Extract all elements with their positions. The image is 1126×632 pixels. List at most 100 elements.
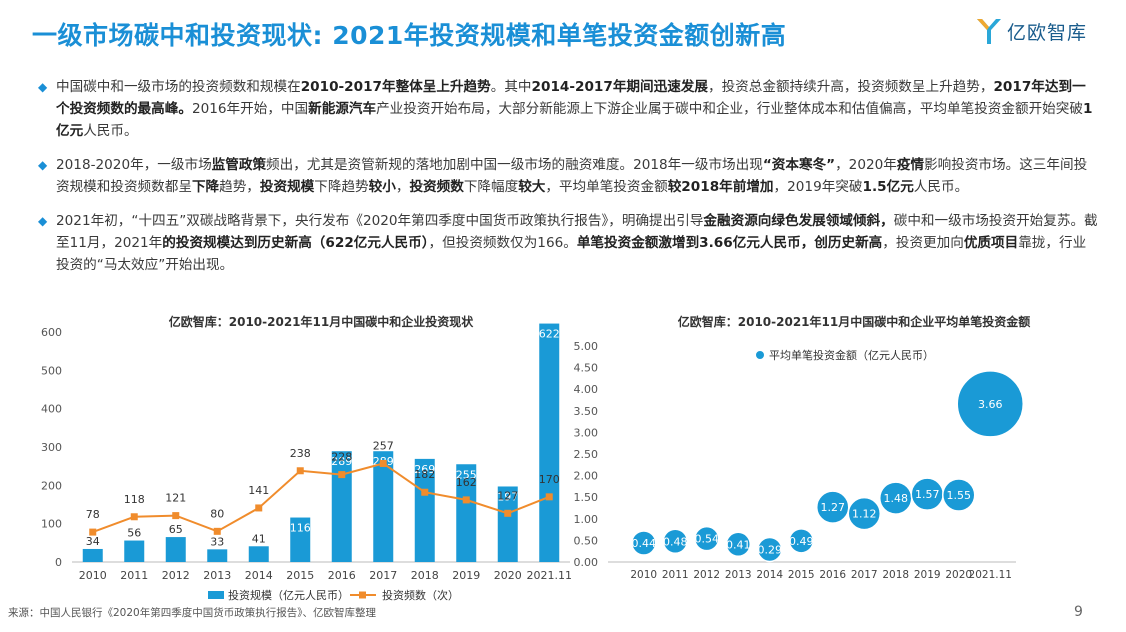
line-marker (130, 513, 138, 521)
bullet-text: 2018-2020年，一级市场监管政策频出，尤其是资管新规的落地加剧中国一级市场… (56, 157, 1087, 195)
bullet-run: “资本寒冬” (762, 157, 836, 173)
bullet-run: 2018-2020年，一级市场 (56, 157, 212, 173)
bullet-run: 监管政策 (211, 157, 267, 173)
bullet-run: 。其中 (490, 79, 532, 95)
bullet-run: 下降趋势 (314, 179, 369, 195)
line-marker (504, 509, 512, 517)
x-tick-label: 2013 (203, 569, 231, 582)
x-tick-label: 2012 (162, 569, 190, 582)
y-tick-label: 0 (55, 556, 62, 569)
bullet-run: 2016年开始，中国 (191, 101, 309, 117)
bullet-run: 较2018年前增加 (667, 179, 774, 195)
y-tick-label: 400 (41, 403, 62, 416)
bar (207, 549, 228, 562)
bubble-point (757, 536, 783, 563)
line-value-label: 238 (290, 447, 311, 460)
bullet-list: ◆ 中国碳中和一级市场的投资频数和规模在2010-2017年整体呈上升趋势。其中… (38, 76, 1098, 288)
bullet-run: 趋势， (219, 179, 260, 195)
bar (497, 486, 518, 562)
bar (456, 464, 477, 562)
bullet-run: 2014-2017年期间迅速发展 (531, 79, 708, 95)
x-tick-label: 2017 (851, 569, 878, 581)
logo-text: 亿欧智库 (1007, 21, 1088, 44)
bubble-value-label: 1.48 (884, 492, 909, 505)
bar (165, 537, 186, 562)
bullet-text: 中国碳中和一级市场的投资频数和规模在2010-2017年整体呈上升趋势。其中20… (56, 79, 1092, 139)
bar-value-label: 269 (414, 463, 435, 476)
bullet-run: 1.5亿元 (862, 179, 914, 195)
bullet-run: 下降 (191, 179, 220, 195)
line-series (92, 462, 550, 534)
bar (414, 458, 435, 562)
x-tick-label: 2017 (369, 569, 397, 582)
line-value-label: 118 (124, 493, 145, 506)
bullet-run: ，投资总金额持续升高，投资频数呈上升趋势， (708, 79, 994, 95)
bullet-run: ，2019年突破 (773, 179, 863, 195)
avg-investment-chart: 亿欧智库：2010-2021年11月中国碳中和企业平均单笔投资金额 0.00 0.5… (568, 306, 1088, 600)
bar-value-label: 116 (290, 522, 311, 535)
bullet-run: ，2020年 (835, 157, 897, 173)
y-tick-label: 1.50 (574, 491, 599, 504)
bubble-point (725, 531, 751, 558)
bubble-value-label: 0.49 (789, 535, 814, 548)
x-tick-label: 2010 (79, 569, 107, 582)
y-tick-label: 600 (41, 326, 62, 339)
diamond-bullet-icon: ◆ (38, 214, 48, 228)
bubble-value-label: 1.55 (947, 489, 972, 502)
x-tick-label: 2015 (286, 569, 314, 582)
bar-value-label: 197 (497, 490, 518, 503)
bullet-run: 金融资源向绿色发展领域倾斜， (703, 213, 894, 229)
bubble-point (847, 496, 881, 531)
line-value-label: 170 (539, 473, 560, 486)
line-marker (462, 496, 470, 504)
bubble-value-label: 3.66 (978, 398, 1003, 411)
legend-swatch (756, 351, 764, 359)
bullet-run: ， (395, 179, 410, 195)
x-tick-label: 2016 (819, 569, 846, 581)
bullet-run: 产业投资开始布局，大部分新能源上下游企业属于碳中和企业，行业整体成本和估值偏高，… (376, 101, 1083, 117)
bubble-point (631, 530, 657, 556)
line-marker (421, 488, 429, 496)
bullet-run: 投资规模 (259, 179, 315, 195)
bullet-run: 影响投资市场。这三年间投资规模和投资频数都呈 (56, 157, 1088, 195)
bar (373, 451, 394, 562)
bar-value-label: 65 (169, 523, 183, 536)
x-tick-label: 2013 (725, 569, 752, 581)
bar (539, 323, 560, 562)
bubble-point (956, 370, 1024, 438)
investment-chart-svg: 亿欧智库：2010-2021年11月中国碳中和企业投资现状 0 100 200 300 4… (41, 314, 572, 602)
line-value-label: 228 (331, 451, 352, 464)
y-tick-label: 100 (41, 518, 62, 531)
bullet-run: 较小 (368, 179, 396, 195)
line-marker (255, 504, 263, 512)
bubble-point (662, 528, 688, 555)
bullet-item: ◆ 中国碳中和一级市场的投资频数和规模在2010-2017年整体呈上升趋势。其中… (38, 76, 1098, 142)
y-tick-label: 200 (41, 479, 62, 492)
bar-value-label: 289 (331, 455, 352, 468)
bullet-run: ，但投资频数仅为166。 (428, 235, 577, 251)
line-value-label: 127 (497, 489, 518, 502)
legend-bar-label: 投资规模（亿元人民币） (228, 588, 349, 602)
bubble-value-label: 1.27 (821, 501, 846, 514)
diamond-bullet-icon: ◆ (38, 80, 48, 94)
x-tick-label: 2021.11 (969, 569, 1012, 581)
line-value-label: 121 (165, 492, 186, 505)
x-tick-label: 2019 (452, 569, 480, 582)
line-value-label: 78 (86, 508, 100, 521)
line-marker (545, 493, 553, 501)
bar-value-label: 622 (539, 328, 560, 341)
bubble-point (694, 525, 720, 552)
bullet-run: 2021年初，“十四五”双碳战略背景下，央行发布《2020年第四季度中国货币政策… (56, 213, 704, 229)
bubble-value-label: 0.48 (663, 535, 688, 548)
bubble-value-label: 0.29 (758, 543, 783, 556)
bullet-run: 下降幅度 (463, 179, 519, 195)
x-tick-label: 2019 (914, 569, 941, 581)
x-tick-label: 2012 (693, 569, 720, 581)
line-marker (379, 459, 387, 467)
legend-line-label: 投资频数（次） (382, 588, 459, 602)
bullet-run: 疫情 (896, 157, 925, 173)
bullet-run: ，投资更加向 (882, 235, 964, 251)
y-tick-label: 300 (41, 441, 62, 454)
x-tick-label: 2010 (630, 569, 657, 581)
bullet-run: 人民币。 (83, 123, 138, 139)
